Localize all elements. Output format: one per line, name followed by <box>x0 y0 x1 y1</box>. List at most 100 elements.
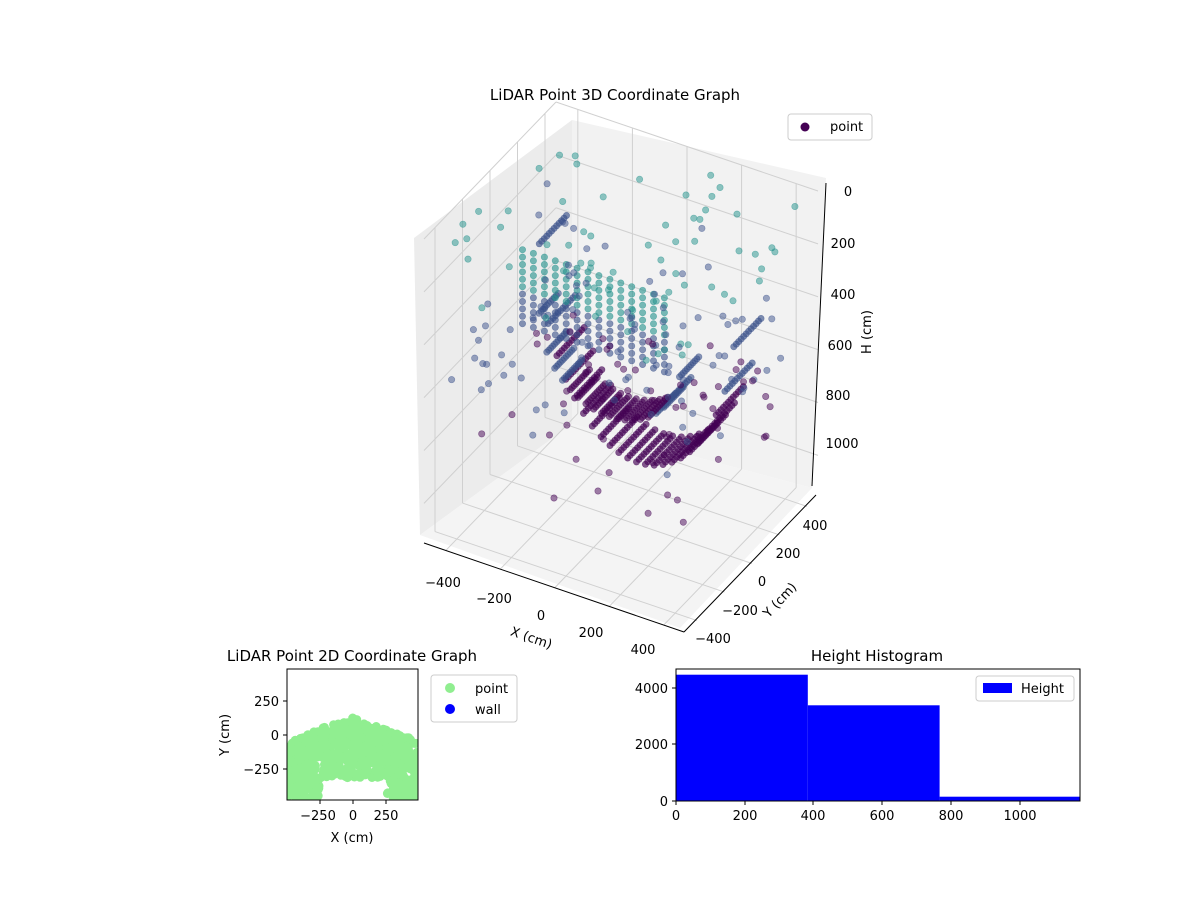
chart-3d-point <box>739 388 747 396</box>
chart-3d-point <box>559 400 567 408</box>
chart-2d-point <box>373 772 383 782</box>
chart-3d-point <box>529 314 537 322</box>
chart-3d-y-tick: 200 <box>776 547 801 562</box>
chart-3d-point <box>540 268 548 276</box>
chart-3d-point <box>757 314 765 322</box>
chart-hist-x-tick: 400 <box>801 809 826 824</box>
chart-3d-point <box>614 348 622 356</box>
chart-3d-point <box>682 191 690 199</box>
chart-3d-z-label: H (cm) <box>860 310 875 354</box>
chart-2d-point <box>353 726 363 736</box>
chart-3d-z-tick: 400 <box>831 288 856 303</box>
chart-hist-legend-swatch <box>983 683 1012 693</box>
chart-3d-point <box>571 152 579 160</box>
chart-2d-point <box>287 746 297 756</box>
chart-3d-point <box>690 379 698 387</box>
chart-hist-title: Height Histogram <box>811 647 943 665</box>
chart-3d-point <box>649 305 657 313</box>
chart-3d-point <box>498 351 506 359</box>
chart-2d-point <box>380 756 390 766</box>
chart-3d-point <box>518 290 526 298</box>
chart-3d-point <box>463 235 471 243</box>
chart-3d-point <box>497 223 505 231</box>
chart-2d-y-tick: −250 <box>243 763 279 778</box>
chart-3d-point <box>646 277 654 285</box>
chart-3d-point <box>585 361 593 369</box>
chart-3d-point <box>631 321 639 329</box>
chart-2d-point <box>395 731 405 741</box>
chart-3d-point <box>614 360 622 368</box>
chart-3d-point <box>562 283 570 291</box>
chart-3d-point <box>557 334 565 342</box>
chart-2d-point <box>372 765 381 774</box>
chart-3d-point <box>569 306 577 314</box>
chart-3d-point <box>541 401 549 409</box>
chart-3d-point <box>650 396 658 404</box>
chart-3d-point <box>721 352 729 360</box>
chart-2d-y-label: Y (cm) <box>218 714 233 757</box>
chart-2d-point <box>322 766 332 776</box>
chart-3d-point <box>660 338 668 346</box>
chart-3d-point <box>598 395 606 403</box>
chart-3d-axis-z <box>811 182 827 487</box>
chart-3d-x-ticks: −400 −200 0 200 400 <box>425 576 655 658</box>
chart-2d-legend-point-label: point <box>475 682 508 697</box>
chart-3d-point <box>728 375 736 383</box>
chart-3d-point <box>704 263 712 271</box>
chart-3d-point <box>532 406 540 414</box>
chart-3d-legend: point <box>787 113 873 141</box>
chart-3d-point <box>605 469 613 477</box>
chart-3d-point <box>659 318 667 326</box>
chart-3d-point <box>598 366 606 374</box>
chart-3d-point <box>748 359 756 367</box>
chart-3d-point <box>594 487 602 495</box>
chart-3d-points <box>448 151 799 526</box>
chart-2d-point <box>306 740 316 750</box>
chart-2d-point <box>387 778 397 788</box>
chart-hist: Height Histogram 0 200 400 600 800 1000 … <box>635 647 1081 824</box>
chart-2d-x-label: X (cm) <box>331 831 374 846</box>
chart-3d-point <box>694 314 702 322</box>
chart-2d-point <box>408 762 418 772</box>
chart-3d-point <box>572 282 580 290</box>
chart-3d-point <box>649 320 657 328</box>
chart-3d-point <box>542 314 550 322</box>
chart-3d-point <box>724 320 732 328</box>
chart-2d-point <box>327 726 337 736</box>
chart-3d-point <box>609 385 617 393</box>
chart-2d-point <box>404 795 414 800</box>
chart-3d-y-tick: 400 <box>803 519 828 534</box>
chart-3d-point <box>535 164 543 172</box>
chart-3d-point <box>617 331 625 339</box>
chart-3d-point <box>660 451 668 459</box>
chart-3d-legend-marker <box>800 122 810 132</box>
chart-2d-legend-wall-marker <box>445 704 455 714</box>
chart-3d-left-pane <box>414 120 572 535</box>
chart-3d-point <box>562 305 570 313</box>
chart-3d-point <box>791 203 799 211</box>
chart-3d-point <box>448 376 456 384</box>
chart-3d-point <box>632 395 640 403</box>
chart-3d-point <box>563 421 571 429</box>
chart-3d-point <box>691 237 699 245</box>
chart-3d-x-tick: −400 <box>425 576 461 591</box>
chart-2d-point <box>392 787 402 797</box>
chart-3d-point <box>595 272 603 280</box>
chart-3d-point <box>562 320 570 328</box>
chart-3d-point <box>694 432 702 440</box>
chart-3d-point <box>678 351 686 359</box>
chart-2d-point <box>345 763 355 773</box>
chart-3d-point <box>566 328 574 336</box>
chart-3d-x-tick: 200 <box>579 626 604 641</box>
chart-3d-point <box>649 327 657 335</box>
chart-3d-point <box>587 378 595 386</box>
chart-2d-point <box>384 746 393 756</box>
chart-2d-point <box>347 747 357 757</box>
chart-3d-point <box>532 329 540 337</box>
chart-3d-point <box>659 304 667 312</box>
chart-3d-point <box>617 316 625 324</box>
chart-3d-point <box>551 279 559 287</box>
chart-2d-point <box>404 733 414 743</box>
chart-3d-point <box>560 409 568 417</box>
